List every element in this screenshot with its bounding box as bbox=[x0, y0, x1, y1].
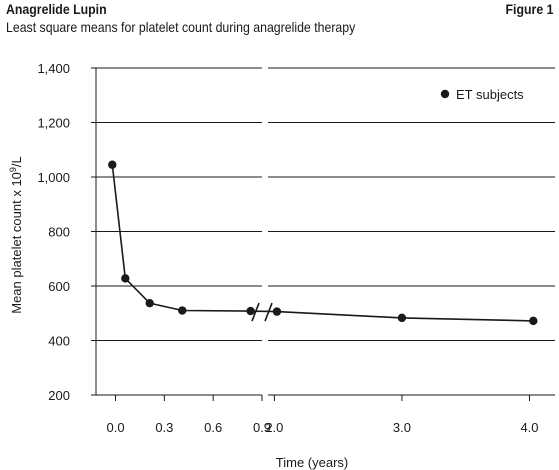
x-tick-label: 0.0 bbox=[106, 420, 124, 435]
y-tick-label: 1,000 bbox=[37, 170, 70, 185]
legend-label-et-subjects: ET subjects bbox=[456, 87, 524, 102]
legend-marker-et-subjects bbox=[440, 89, 450, 99]
chart-subtitle: Least square means for platelet count du… bbox=[6, 19, 356, 35]
figure-label: Figure 1 bbox=[505, 1, 553, 17]
data-point bbox=[529, 316, 538, 326]
x-tick-label: 0.3 bbox=[155, 420, 173, 435]
y-tick-label: 800 bbox=[48, 225, 70, 240]
y-tick-label: 1,400 bbox=[37, 61, 70, 76]
y-tick-label: 400 bbox=[48, 334, 70, 349]
x-tick-label: 0.6 bbox=[204, 420, 222, 435]
axis-break-mark bbox=[264, 302, 273, 322]
y-tick-label: 200 bbox=[48, 388, 70, 403]
x-tick-label: 4.0 bbox=[520, 420, 538, 435]
y-axis-title: Mean platelet count x 109/L bbox=[8, 156, 24, 314]
x-tick-label: 3.0 bbox=[393, 420, 411, 435]
x-axis-title: Time (years) bbox=[276, 455, 348, 470]
x-tick-label: 2.0 bbox=[265, 420, 283, 435]
data-point bbox=[272, 307, 282, 316]
data-point bbox=[108, 160, 117, 169]
chart-header-title: Anagrelide Lupin bbox=[6, 1, 107, 17]
series-line-et-subjects bbox=[111, 164, 534, 322]
axis-break-mark bbox=[251, 302, 260, 322]
y-tick-label: 600 bbox=[48, 279, 70, 294]
data-point bbox=[145, 298, 154, 308]
data-point bbox=[178, 306, 187, 315]
y-tick-label: 1,200 bbox=[37, 116, 70, 131]
data-point bbox=[246, 306, 255, 316]
data-point bbox=[397, 313, 407, 323]
data-point bbox=[121, 274, 130, 283]
x-tick-label: 0.9 bbox=[253, 420, 271, 435]
